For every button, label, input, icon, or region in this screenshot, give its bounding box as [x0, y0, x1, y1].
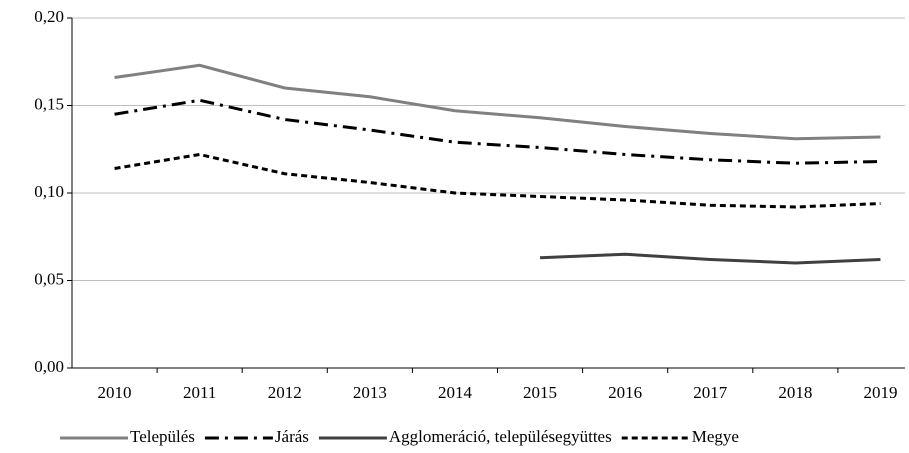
- x-tick-label: 2013: [353, 383, 387, 402]
- x-tick-label: 2015: [523, 383, 557, 402]
- series-line: [114, 63, 881, 141]
- x-tick-label: 2016: [608, 383, 642, 402]
- x-tick-label: 2019: [863, 383, 897, 402]
- x-tick-label: 2014: [438, 383, 473, 402]
- y-tick-label: 0,15: [34, 94, 64, 113]
- x-tick-label: 2017: [693, 383, 728, 402]
- x-tick-label: 2018: [778, 383, 812, 402]
- legend-label: Település: [130, 427, 195, 446]
- series-line: [539, 252, 881, 265]
- legend-label: Megye: [692, 427, 739, 446]
- y-tick-label: 0,00: [34, 357, 64, 376]
- series-line: [114, 152, 881, 209]
- series-line: [114, 98, 881, 165]
- y-tick-label: 0,05: [34, 269, 64, 288]
- x-tick-label: 2012: [268, 383, 302, 402]
- legend-label: Járás: [275, 427, 309, 446]
- y-tick-label: 0,20: [34, 7, 64, 26]
- legend-label: Agglomeráció, településegyüttes: [389, 427, 612, 446]
- y-tick-label: 0,10: [34, 182, 64, 201]
- x-tick-label: 2010: [98, 383, 132, 402]
- x-tick-label: 2011: [183, 383, 216, 402]
